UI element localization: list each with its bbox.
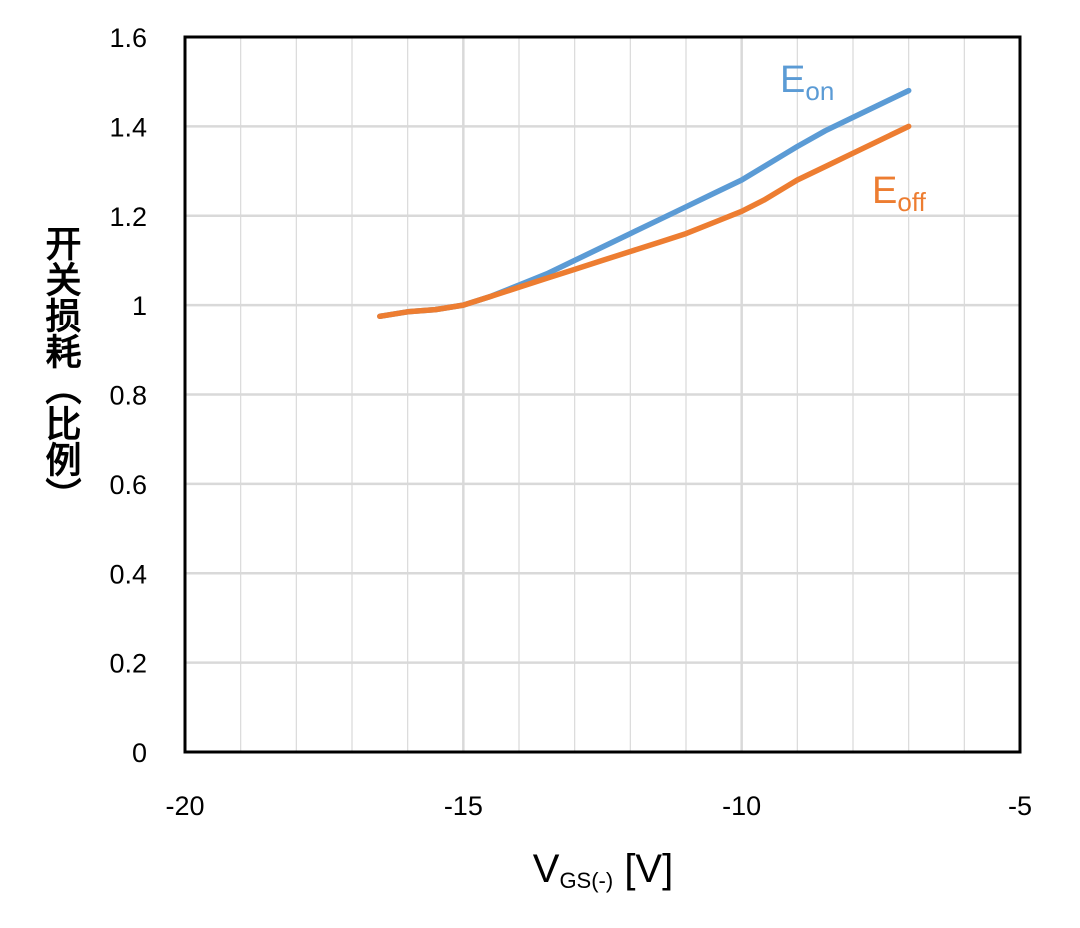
x-axis-title-sub: GS(-) xyxy=(559,868,613,893)
y-tick-label: 0 xyxy=(132,738,147,768)
series-lines xyxy=(377,87,912,320)
plot-frame xyxy=(183,35,1022,754)
x-axis-title: VGS(-) [V] xyxy=(533,847,673,893)
series-label-on: Eon xyxy=(780,59,834,106)
series-line-off xyxy=(377,123,912,320)
y-tick-label: 0.8 xyxy=(109,381,147,411)
y-tick-label: 1.6 xyxy=(109,23,147,53)
series-label-off: Eoff xyxy=(872,170,927,217)
x-tick-label: -10 xyxy=(722,791,761,821)
y-tick-label: 1 xyxy=(132,291,147,321)
series-line-on xyxy=(377,87,912,320)
y-tick-label: 0.4 xyxy=(109,559,147,589)
y-tick-label: 0.6 xyxy=(109,470,147,500)
x-axis-title-main: V xyxy=(533,847,560,891)
y-tick-label: 0.2 xyxy=(109,649,147,679)
y-axis-title: 开关损耗（比例） xyxy=(40,225,82,513)
series-labels: Eon Eoff xyxy=(780,59,927,217)
gridlines xyxy=(185,37,1020,752)
y-tick-label: 1.4 xyxy=(109,112,147,142)
y-tick-label: 1.2 xyxy=(109,202,147,232)
x-tick-label: -5 xyxy=(1008,791,1032,821)
x-axis-ticks: -20 -15 -10 -5 xyxy=(165,791,1032,821)
x-tick-label: -20 xyxy=(165,791,204,821)
x-tick-label: -15 xyxy=(444,791,483,821)
x-axis-title-unit: [V] xyxy=(613,847,673,891)
y-axis-ticks: 0 0.2 0.4 0.6 0.8 1 1.2 1.4 1.6 xyxy=(109,23,147,768)
